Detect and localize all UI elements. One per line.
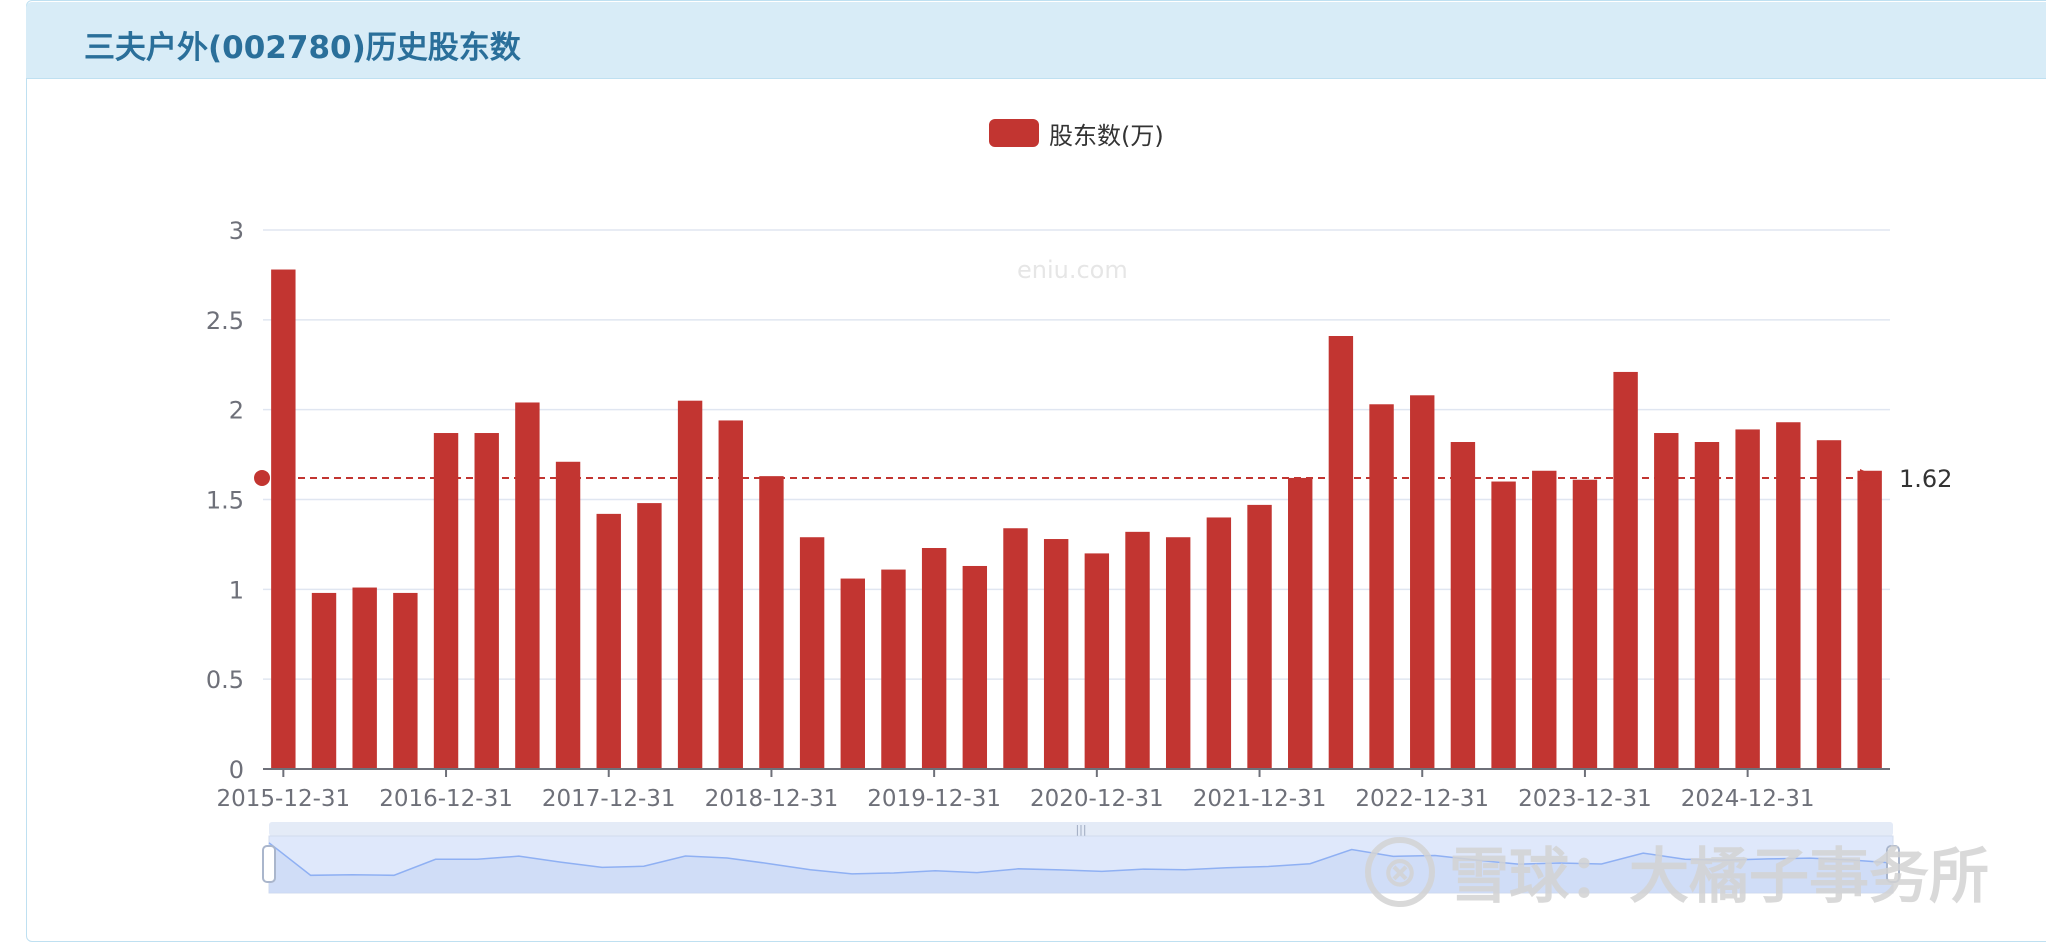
y-tick-label: 1.5 xyxy=(206,487,244,515)
x-tick-label: 2019-12-31 xyxy=(867,786,1001,812)
bar xyxy=(1125,531,1150,769)
bar-series xyxy=(271,269,1882,769)
bar xyxy=(1613,371,1638,769)
bar xyxy=(1084,553,1110,769)
datazoom-drag-grip[interactable]: ||| xyxy=(1075,823,1086,836)
bar xyxy=(677,400,703,769)
bar xyxy=(1165,537,1191,769)
xueqiu-logo-icon: ⊗ xyxy=(1365,836,1435,907)
bar xyxy=(799,537,825,769)
bar xyxy=(1369,404,1394,769)
bar xyxy=(1816,440,1842,769)
bar xyxy=(1328,336,1354,769)
x-tick-label: 2023-12-31 xyxy=(1518,786,1652,812)
datazoom-top-bar xyxy=(269,822,1893,836)
x-tick-label: 2022-12-31 xyxy=(1355,786,1489,812)
bar xyxy=(596,513,621,769)
average-mark-line: 1.62 xyxy=(254,465,1952,493)
x-tick-label: 2016-12-31 xyxy=(379,786,513,812)
bar xyxy=(1694,442,1720,769)
bar xyxy=(1450,442,1476,769)
bar xyxy=(962,565,988,769)
axes: 0 0.5 1 1.5 2 2.5 3 2015-12-31 2016-12-31 2017-12… xyxy=(206,217,1890,812)
watermark-text: eniu.com xyxy=(1017,256,1128,284)
bar xyxy=(1532,470,1557,769)
bar xyxy=(1776,422,1801,769)
y-tick-label: 0.5 xyxy=(206,666,244,694)
bar xyxy=(433,433,459,769)
bar xyxy=(311,592,337,769)
bar xyxy=(1410,395,1435,769)
bar xyxy=(637,503,662,769)
bar xyxy=(840,578,865,769)
bar xyxy=(1654,433,1679,769)
datazoom-line xyxy=(268,842,1894,877)
legend-label[interactable]: 股东数(万) xyxy=(1049,121,1164,150)
bar xyxy=(1003,528,1028,769)
bar xyxy=(921,548,947,769)
datazoom-area xyxy=(269,842,1893,893)
panel-header: 三夫户外(002780)历史股东数 xyxy=(26,2,2046,79)
page-title: 三夫户外(002780)历史股东数 xyxy=(84,30,521,66)
x-tick-label: 2017-12-31 xyxy=(542,786,676,812)
y-tick-label: 2 xyxy=(229,397,244,425)
x-tick-label: 2015-12-31 xyxy=(217,786,351,812)
y-tick-label: 2.5 xyxy=(206,307,244,335)
bar xyxy=(271,269,296,769)
datazoom-right-handle[interactable] xyxy=(1886,845,1900,883)
y-tick-label: 0 xyxy=(229,756,244,784)
bar xyxy=(1288,477,1313,769)
bar xyxy=(1491,481,1516,769)
mark-line-label: 1.62 xyxy=(1899,465,1952,493)
y-tick-label: 3 xyxy=(229,217,244,245)
bar xyxy=(1043,539,1069,769)
bar xyxy=(555,461,581,769)
chart-legend[interactable]: 股东数(万) xyxy=(989,118,1164,150)
bar xyxy=(718,420,743,769)
bar xyxy=(1206,517,1232,769)
bar xyxy=(759,476,784,769)
x-tick-label: 2021-12-31 xyxy=(1193,786,1327,812)
x-tick-label: 2018-12-31 xyxy=(705,786,839,812)
legend-swatch[interactable] xyxy=(989,119,1039,147)
x-tick-label: 2024-12-31 xyxy=(1681,786,1815,812)
bar xyxy=(474,433,499,769)
y-tick-label: 1 xyxy=(229,576,244,604)
bar xyxy=(352,587,377,769)
bar xyxy=(1572,479,1598,769)
mark-line-arrow xyxy=(1860,468,1880,481)
bar xyxy=(515,402,540,769)
bar xyxy=(393,592,418,769)
x-tick-label: 2020-12-31 xyxy=(1030,786,1164,812)
data-zoom-slider: ||| xyxy=(262,822,1900,894)
bar xyxy=(881,569,906,769)
brand-text: 雪球：大橘子事务所 xyxy=(1449,842,1989,912)
bar xyxy=(1247,504,1272,769)
grid-lines xyxy=(263,229,1890,680)
datazoom-left-handle[interactable] xyxy=(262,845,276,883)
bar xyxy=(1857,470,1882,769)
brand-watermark: ⊗ 雪球：大橘子事务所 xyxy=(1365,828,1989,915)
bar xyxy=(1735,429,1760,769)
